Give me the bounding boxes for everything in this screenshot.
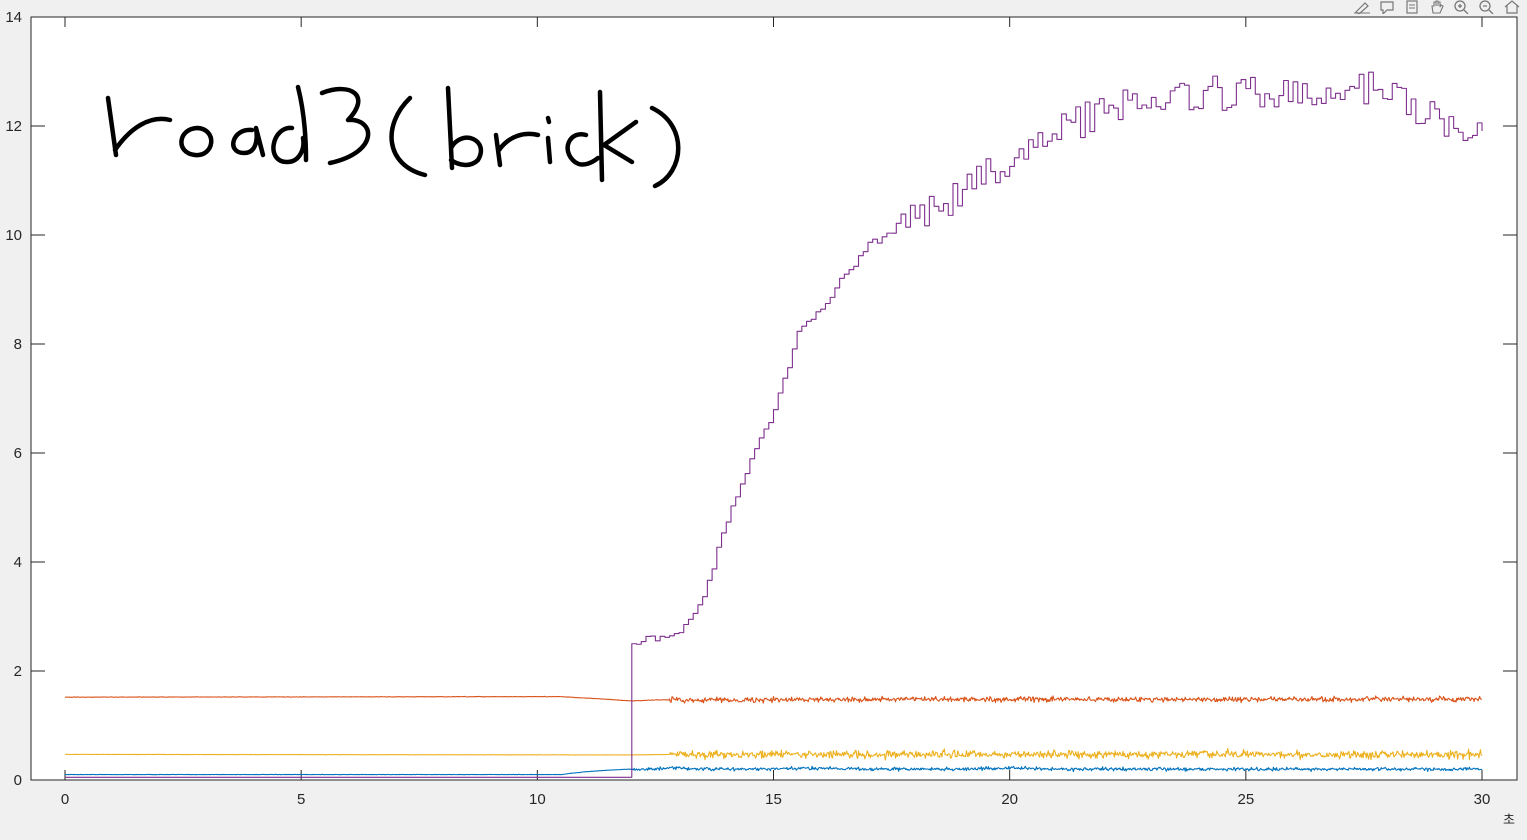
series-line-series3 <box>64 747 1483 761</box>
series-line-series4 <box>65 71 1483 778</box>
pan-button[interactable] <box>1425 0 1448 14</box>
x-tick-label: 0 <box>61 791 69 808</box>
y-tick-label: 8 <box>14 336 22 353</box>
y-tick-label: 14 <box>5 9 22 26</box>
x-tick-label: 25 <box>1237 791 1254 808</box>
axes-toolbar <box>1350 0 1523 14</box>
zoom-in-button[interactable] <box>1450 0 1473 14</box>
pan-icon <box>1430 0 1444 14</box>
x-tick-label: 10 <box>529 791 546 808</box>
datatip-button[interactable] <box>1375 0 1398 14</box>
datatip-icon <box>1379 1 1394 14</box>
x-tick-label: 15 <box>765 791 782 808</box>
x-tick-label: 20 <box>1001 791 1018 808</box>
brush-icon <box>1353 2 1370 14</box>
y-axis-ticks: 0 2 4 6 8 10 12 14 <box>5 9 1517 789</box>
copy-button[interactable] <box>1400 0 1423 14</box>
y-tick-label: 2 <box>14 663 22 680</box>
y-tick-label: 6 <box>14 445 22 462</box>
zoom-out-icon <box>1478 0 1493 14</box>
home-button[interactable] <box>1500 0 1523 14</box>
series-line-series1 <box>64 765 1483 776</box>
x-tick-label: 5 <box>297 791 305 808</box>
handwritten-annotation <box>105 84 681 189</box>
axes-background <box>30 16 1518 781</box>
zoom-in-icon <box>1453 0 1468 14</box>
x-tick-label: 30 <box>1474 791 1491 808</box>
home-icon <box>1504 0 1519 14</box>
series-line-series2 <box>64 695 1483 704</box>
y-tick-label: 12 <box>5 118 22 135</box>
copy-icon <box>1405 0 1418 14</box>
plot-area <box>64 71 1483 778</box>
x-unit-label: 초 <box>1503 812 1515 827</box>
y-tick-label: 10 <box>5 227 22 244</box>
zoom-out-button[interactable] <box>1475 0 1498 14</box>
y-tick-label: 4 <box>14 554 22 571</box>
y-tick-label: 0 <box>14 772 22 789</box>
brush-button[interactable] <box>1350 0 1373 14</box>
